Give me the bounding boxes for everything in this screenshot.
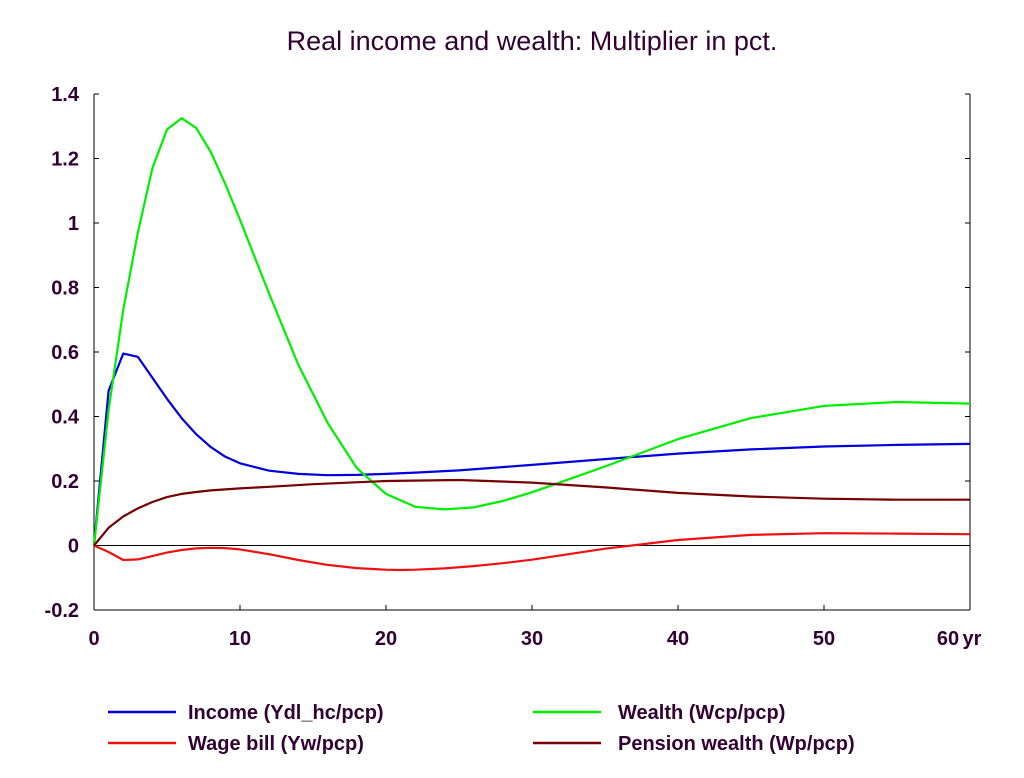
y-tick-label: 0.6 xyxy=(51,342,79,364)
legend-label-4: Pension wealth (Wp/pcp) xyxy=(618,733,855,755)
x-tick-label: 10 xyxy=(229,628,251,650)
series-layer xyxy=(92,117,971,572)
legend-label-1: Income (Ydl_hc/pcp) xyxy=(188,702,384,724)
series-line-4 xyxy=(93,478,970,547)
chart-ticks: -0.2 0 0.2 0.4 0.6 0.8 1 1.2 1.4 0 10 20 30 40 50 60 yr xyxy=(45,84,982,650)
series-line-2 xyxy=(92,117,971,546)
x-tick-label: 50 xyxy=(813,628,835,650)
legend-label-3: Wage bill (Yw/pcp) xyxy=(188,733,364,755)
x-tick-label: 0 xyxy=(88,628,99,650)
chart-title: Real income and wealth: Multiplier in pc… xyxy=(287,26,778,56)
x-tick-label: 30 xyxy=(521,628,543,650)
y-tick-label: -0.2 xyxy=(45,600,79,622)
y-tick-label: 1.4 xyxy=(51,84,80,106)
y-tick-label: 0 xyxy=(68,536,79,558)
chart-legend: Income (Ydl_hc/pcp) Wealth (Wcp/pcp) Wage … xyxy=(108,702,855,755)
x-unit-label: yr xyxy=(963,628,982,650)
series-line-1 xyxy=(92,352,971,546)
legend-label-2: Wealth (Wcp/pcp) xyxy=(618,702,785,724)
y-tick-label: 1.2 xyxy=(51,149,79,171)
series-line-3 xyxy=(93,532,971,572)
y-tick-label: 0.8 xyxy=(51,278,79,300)
x-tick-label: 40 xyxy=(667,628,689,650)
y-tick-label: 0.4 xyxy=(51,407,80,429)
x-tick-label: 20 xyxy=(375,628,397,650)
y-tick-label: 0.2 xyxy=(51,471,79,493)
x-tick-label: 60 xyxy=(937,628,959,650)
y-tick-label: 1 xyxy=(68,213,79,235)
